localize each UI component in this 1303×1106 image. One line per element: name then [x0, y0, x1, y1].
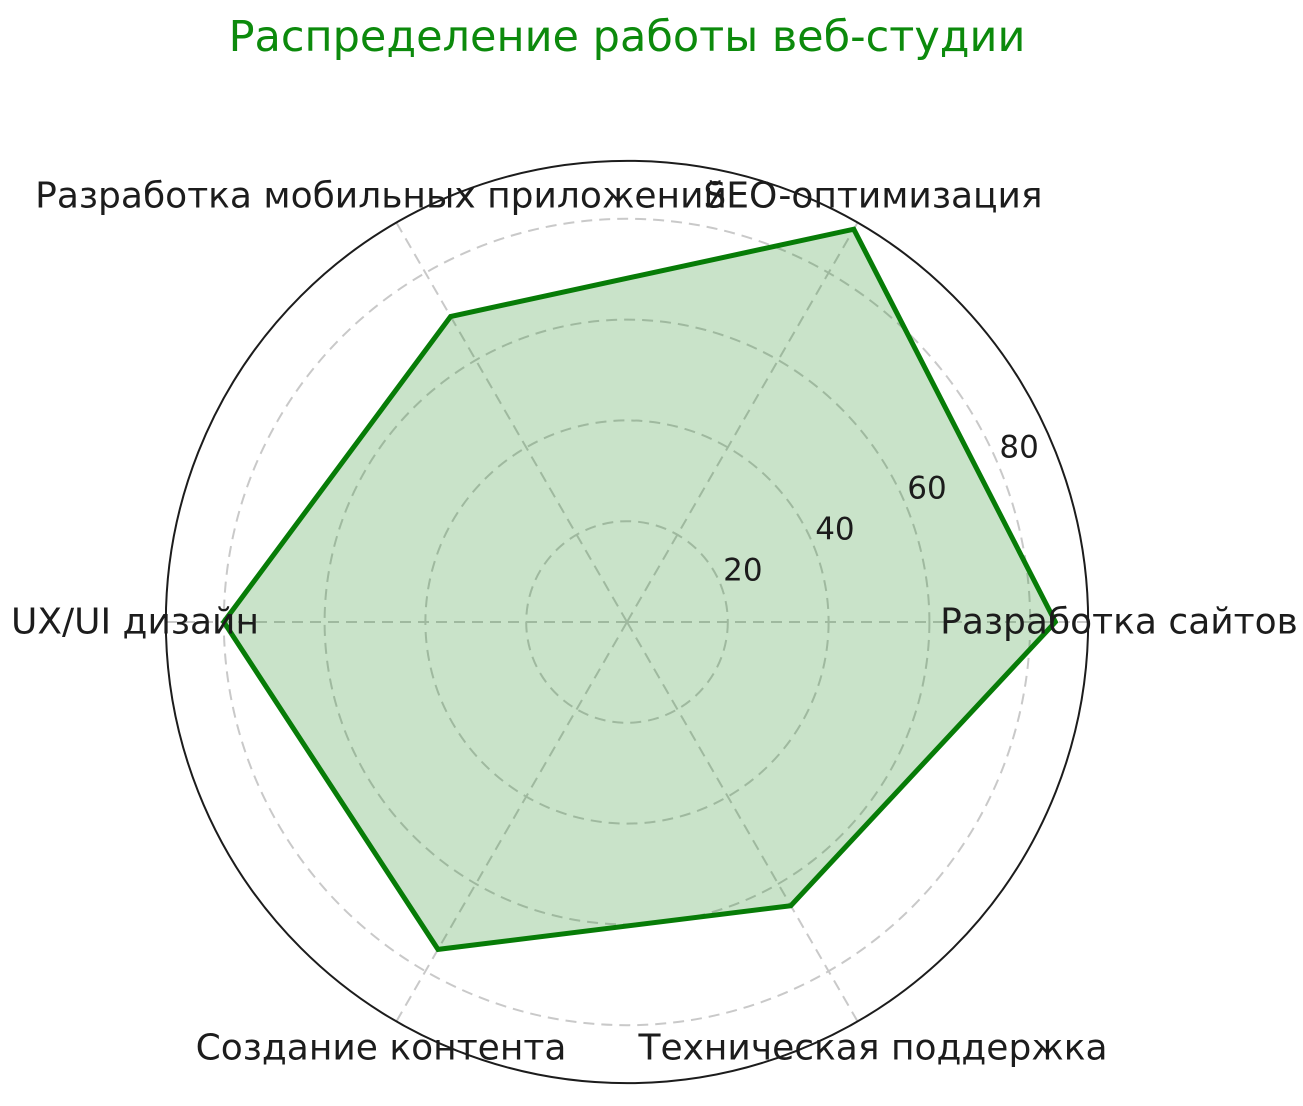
grid-spoke-2 [395, 222, 628, 623]
grid-spoke-5 [626, 621, 859, 1022]
radar-polygon [220, 226, 1059, 953]
radial-tick-label-60: 60 [907, 470, 946, 506]
axis-label-4: Создание контента [196, 1028, 567, 1069]
axis-label-0: Разработка сайтов [940, 602, 1298, 643]
radial-tick-label-80: 80 [999, 429, 1038, 465]
axis-label-1: SEO-оптимизация [703, 175, 1042, 216]
axis-label-5: Техническая поддержка [637, 1028, 1107, 1069]
grid-spoke-1 [626, 222, 859, 623]
axis-label-3: UX/UI дизайн [11, 602, 259, 643]
chart-title: Распределение работы веб-студии [228, 12, 1026, 62]
grid-spoke-4 [395, 621, 628, 1022]
radial-tick-label-20: 20 [723, 552, 762, 588]
outer-circle [164, 159, 1090, 1085]
axis-label-2: Разработка мобильных приложений [35, 175, 727, 216]
radial-tick-label-40: 40 [815, 511, 854, 547]
